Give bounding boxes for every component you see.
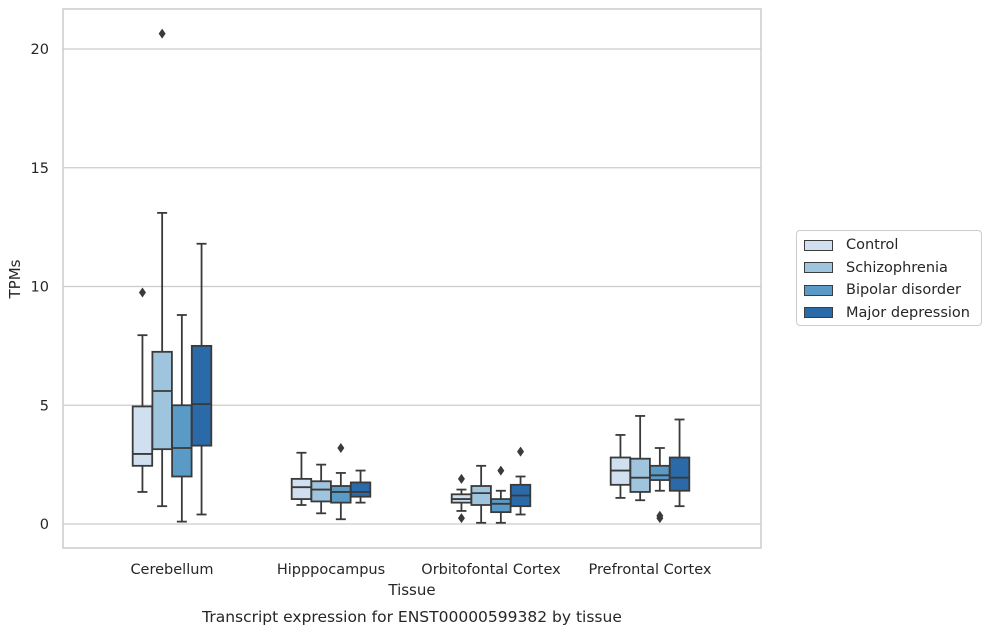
box	[609, 434, 632, 499]
y-tick-label: 20	[31, 42, 49, 58]
box	[190, 242, 213, 516]
legend-swatch	[804, 239, 833, 251]
box-rect	[190, 344, 213, 447]
outlier-point	[517, 446, 525, 457]
box	[668, 418, 691, 508]
outlier-point	[457, 513, 465, 524]
legend-label: Major depression	[846, 304, 970, 321]
y-tick-label: 0	[40, 517, 49, 533]
box-rect	[171, 404, 193, 478]
legend-label: Control	[846, 237, 899, 253]
chart-title: Transcript expression for ENST0000059938…	[201, 608, 622, 626]
x-tick-label: Prefrontal Cortex	[589, 562, 712, 578]
legend-item: Schizophrenia	[804, 259, 948, 277]
series-bipolar-disorder	[171, 314, 671, 524]
outlier-point	[497, 465, 505, 476]
box	[450, 473, 473, 524]
y-tick-label: 10	[31, 280, 49, 296]
legend-item: Major depression	[804, 304, 970, 322]
box	[330, 443, 352, 521]
box	[131, 287, 154, 493]
legend-swatch	[804, 307, 833, 318]
x-axis-label: Tissue	[387, 581, 435, 599]
box	[509, 446, 532, 516]
outlier-point	[158, 28, 166, 39]
y-tick-label: 5	[40, 398, 49, 414]
legend-swatch	[804, 284, 833, 296]
legend-label: Schizophrenia	[846, 259, 948, 276]
legend: Control Schizophrenia Bipolar disorder Majo…	[796, 230, 982, 326]
y-tick-label: 15	[31, 161, 49, 177]
boxes-layer	[131, 28, 691, 524]
box	[310, 463, 332, 515]
box	[349, 469, 372, 504]
box-rect	[649, 464, 671, 481]
box-rect	[470, 485, 492, 506]
box-rect	[668, 456, 691, 492]
outlier-point	[457, 473, 465, 484]
legend-item: Bipolar disorder	[804, 281, 961, 299]
series-control	[131, 287, 632, 524]
legend-label: Bipolar disorder	[846, 282, 961, 298]
box	[470, 464, 492, 524]
box-rect	[330, 485, 352, 504]
box-rect	[131, 405, 154, 467]
box-rect	[349, 481, 372, 498]
outlier-point	[656, 513, 664, 524]
box	[649, 447, 671, 524]
x-tick-label: Cerebellum	[130, 562, 213, 578]
x-tick-label: Orbitofontal Cortex	[421, 562, 561, 578]
box-rect	[290, 477, 313, 500]
series-major-depression	[190, 242, 691, 516]
box-rect	[629, 457, 651, 493]
x-axis-ticks: Cerebellum Hipppocampus Orbitofontal Corte…	[130, 562, 711, 578]
legend-item: Control	[804, 236, 898, 254]
y-axis-ticks: 0 5 10 15 20	[31, 42, 49, 533]
box	[151, 28, 173, 508]
box	[629, 415, 651, 502]
series-schizophrenia	[151, 28, 651, 524]
box	[290, 451, 313, 506]
outlier-point	[138, 287, 146, 298]
x-tick-label: Hipppocampus	[277, 562, 385, 578]
y-axis-label: TPMs	[6, 259, 24, 299]
outlier-point	[337, 443, 345, 453]
legend-swatch	[804, 262, 833, 273]
box-rect	[310, 480, 332, 503]
box-rect	[151, 350, 173, 451]
box-rect	[490, 498, 512, 514]
